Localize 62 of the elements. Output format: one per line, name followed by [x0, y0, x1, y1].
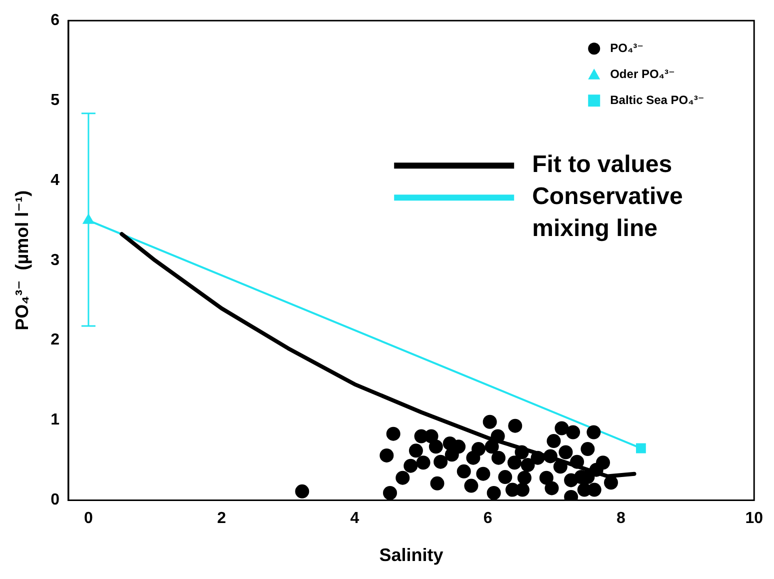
point: [383, 486, 397, 500]
y-axis-title: PO₄³⁻ (µmol l⁻¹): [12, 190, 32, 330]
point: [514, 445, 529, 460]
point: [530, 450, 545, 465]
point: [517, 470, 532, 485]
point: [472, 442, 486, 456]
y-tick-label: 5: [50, 92, 60, 109]
y-tick-label: 0: [50, 492, 60, 509]
point: [476, 466, 490, 481]
point: [386, 426, 400, 441]
legend-label: Conservative mixing line: [532, 183, 683, 242]
point: [464, 478, 478, 493]
point: [586, 425, 601, 440]
point: [604, 476, 618, 490]
legend-label: PO₄³⁻: [610, 40, 644, 55]
x-tick-label: 4: [350, 510, 360, 528]
point: [539, 470, 554, 485]
point: [553, 460, 568, 474]
point: [408, 444, 423, 458]
point: [587, 482, 602, 497]
point: [434, 454, 448, 469]
point: [380, 448, 394, 462]
x-tick-label: 10: [745, 510, 764, 528]
x-tick-label: 2: [217, 510, 226, 528]
point: [543, 449, 558, 464]
x-axis-title: Salinity: [379, 545, 444, 566]
point: [558, 445, 573, 460]
point: [544, 481, 559, 496]
point: [456, 464, 471, 478]
point: [508, 418, 522, 433]
point: [580, 442, 595, 456]
point: [596, 456, 610, 470]
x-tick-label: 0: [84, 510, 94, 528]
point: [554, 421, 569, 436]
y-tick-label: 4: [50, 172, 60, 189]
point: [507, 456, 522, 470]
legend-label: Fit to values: [532, 151, 672, 178]
y-tick-label: 6: [50, 12, 60, 30]
point: [546, 434, 561, 448]
point: [484, 440, 499, 454]
point: [404, 458, 418, 473]
point: [570, 454, 584, 469]
point: [396, 470, 410, 485]
point: [490, 429, 505, 444]
point: [636, 443, 646, 454]
point: [430, 476, 444, 490]
y-tick-label: 1: [50, 412, 60, 429]
point: [486, 486, 501, 500]
x-tick-label: 8: [616, 510, 626, 528]
point: [482, 414, 497, 429]
legend-label: Baltic Sea PO₄³⁻: [610, 92, 704, 107]
point: [492, 450, 506, 465]
point: [295, 484, 310, 498]
point: [566, 425, 580, 440]
point: [428, 440, 443, 454]
point: [520, 458, 535, 472]
x-tick-label: 6: [483, 510, 492, 528]
y-tick-label: 2: [50, 332, 60, 349]
point: [416, 456, 430, 470]
legend-label: Oder PO₄³⁻: [610, 66, 675, 81]
y-tick-label: 3: [50, 252, 60, 269]
point: [498, 470, 512, 484]
